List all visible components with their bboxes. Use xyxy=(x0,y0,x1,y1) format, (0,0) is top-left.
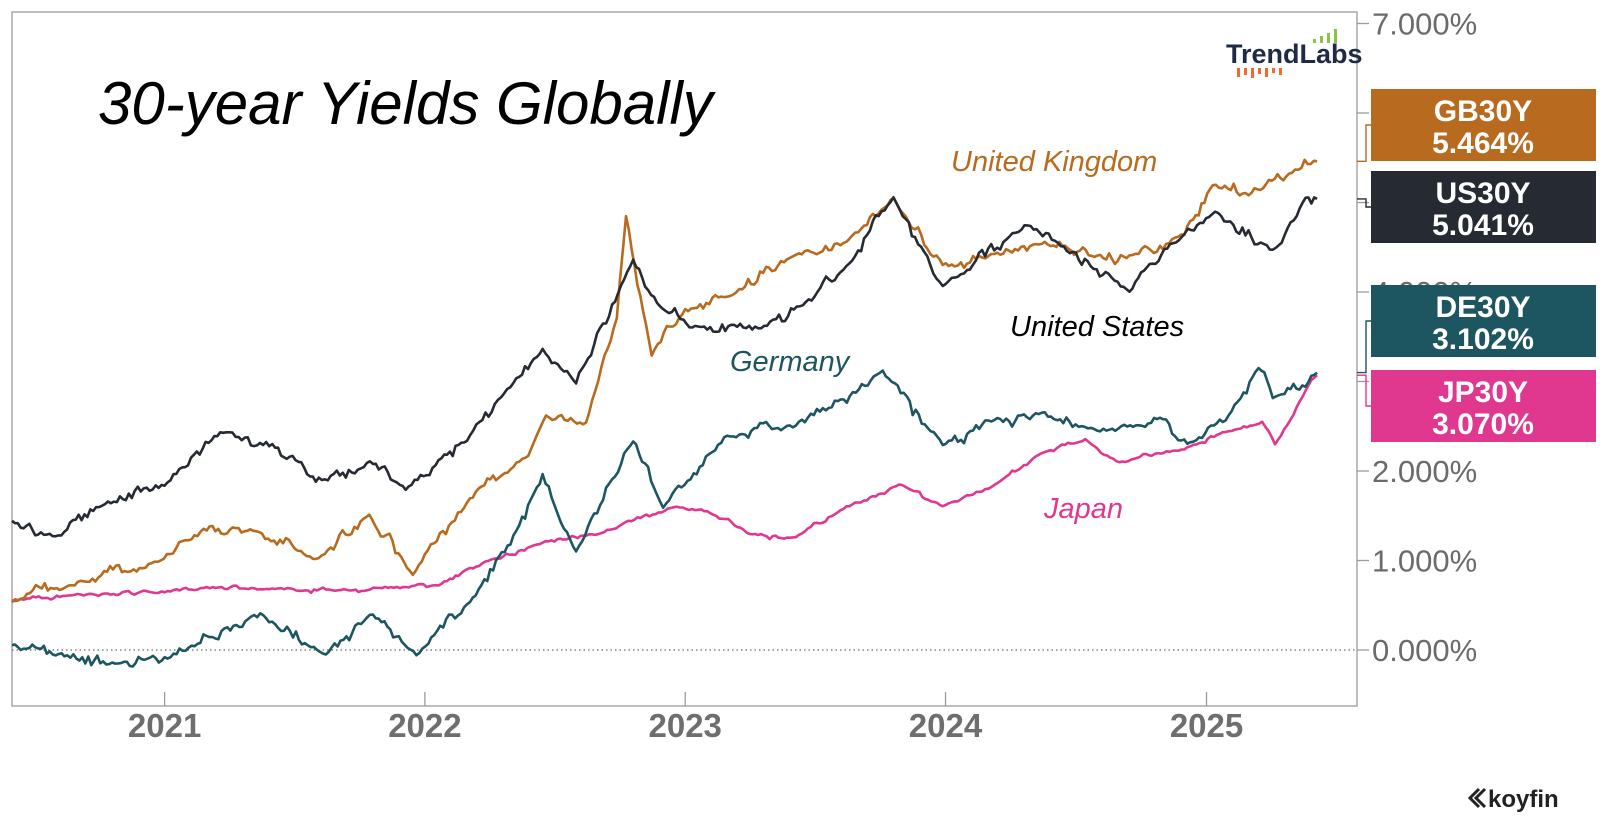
badge-connector-gb30y xyxy=(1357,124,1371,162)
series-label-germany: Germany xyxy=(730,346,851,378)
koyfin-logo: koyfin xyxy=(1467,786,1559,813)
badge-us30y xyxy=(1371,171,1596,243)
series-label-japan: Japan xyxy=(1043,493,1123,525)
badge-value-de30y: 3.102% xyxy=(1432,323,1534,356)
series-line-germany xyxy=(11,366,1318,668)
badge-de30y xyxy=(1371,285,1596,357)
badge-jp30y xyxy=(1371,370,1596,442)
y-tick-label-1: 1.000% xyxy=(1372,544,1477,579)
series-layer xyxy=(11,158,1318,668)
badge-ticker-us30y: US30Y xyxy=(1435,177,1530,210)
badge-ticker-de30y: DE30Y xyxy=(1435,291,1530,324)
x-tick-label-2025: 2025 xyxy=(1170,707,1243,744)
koyfin-logo-text: koyfin xyxy=(1488,786,1559,813)
badge-value-gb30y: 5.464% xyxy=(1432,127,1534,160)
chart-title: 30-year Yields Globally xyxy=(98,70,717,137)
badge-ticker-jp30y: JP30Y xyxy=(1438,376,1528,409)
badge-connector-us30y xyxy=(1357,198,1371,208)
series-line-japan xyxy=(11,374,1318,603)
x-tick-label-2023: 2023 xyxy=(649,707,722,744)
badge-value-us30y: 5.041% xyxy=(1432,209,1534,242)
series-line-united-states xyxy=(11,196,1318,538)
series-line-united-kingdom xyxy=(11,158,1318,604)
badge-gb30y xyxy=(1371,89,1596,161)
x-tick-label-2022: 2022 xyxy=(388,707,461,744)
badge-ticker-gb30y: GB30Y xyxy=(1434,95,1532,128)
y-tick-label-2: 2.000% xyxy=(1372,454,1477,489)
badge-connector-de30y xyxy=(1357,320,1371,374)
trendlabs-logo: TrendLabs xyxy=(1226,29,1363,78)
x-tick-label-2021: 2021 xyxy=(128,707,201,744)
series-label-united-states: United States xyxy=(1010,311,1184,343)
badge-value-jp30y: 3.070% xyxy=(1432,408,1534,441)
x-tick-label-2024: 2024 xyxy=(909,707,983,744)
series-label-united-kingdom: United Kingdom xyxy=(951,146,1157,178)
trendlabs-logo-up-bars xyxy=(1313,29,1337,43)
y-tick-label-0: 0.000% xyxy=(1372,633,1477,668)
plot-frame xyxy=(11,11,1358,707)
y-tick-label-7: 7.000% xyxy=(1372,7,1477,42)
trendlabs-logo-down-bars xyxy=(1237,68,1282,78)
koyfin-icon xyxy=(1467,787,1487,809)
badge-connector-jp30y xyxy=(1357,374,1371,407)
trendlabs-logo-text: TrendLabs xyxy=(1226,39,1363,69)
